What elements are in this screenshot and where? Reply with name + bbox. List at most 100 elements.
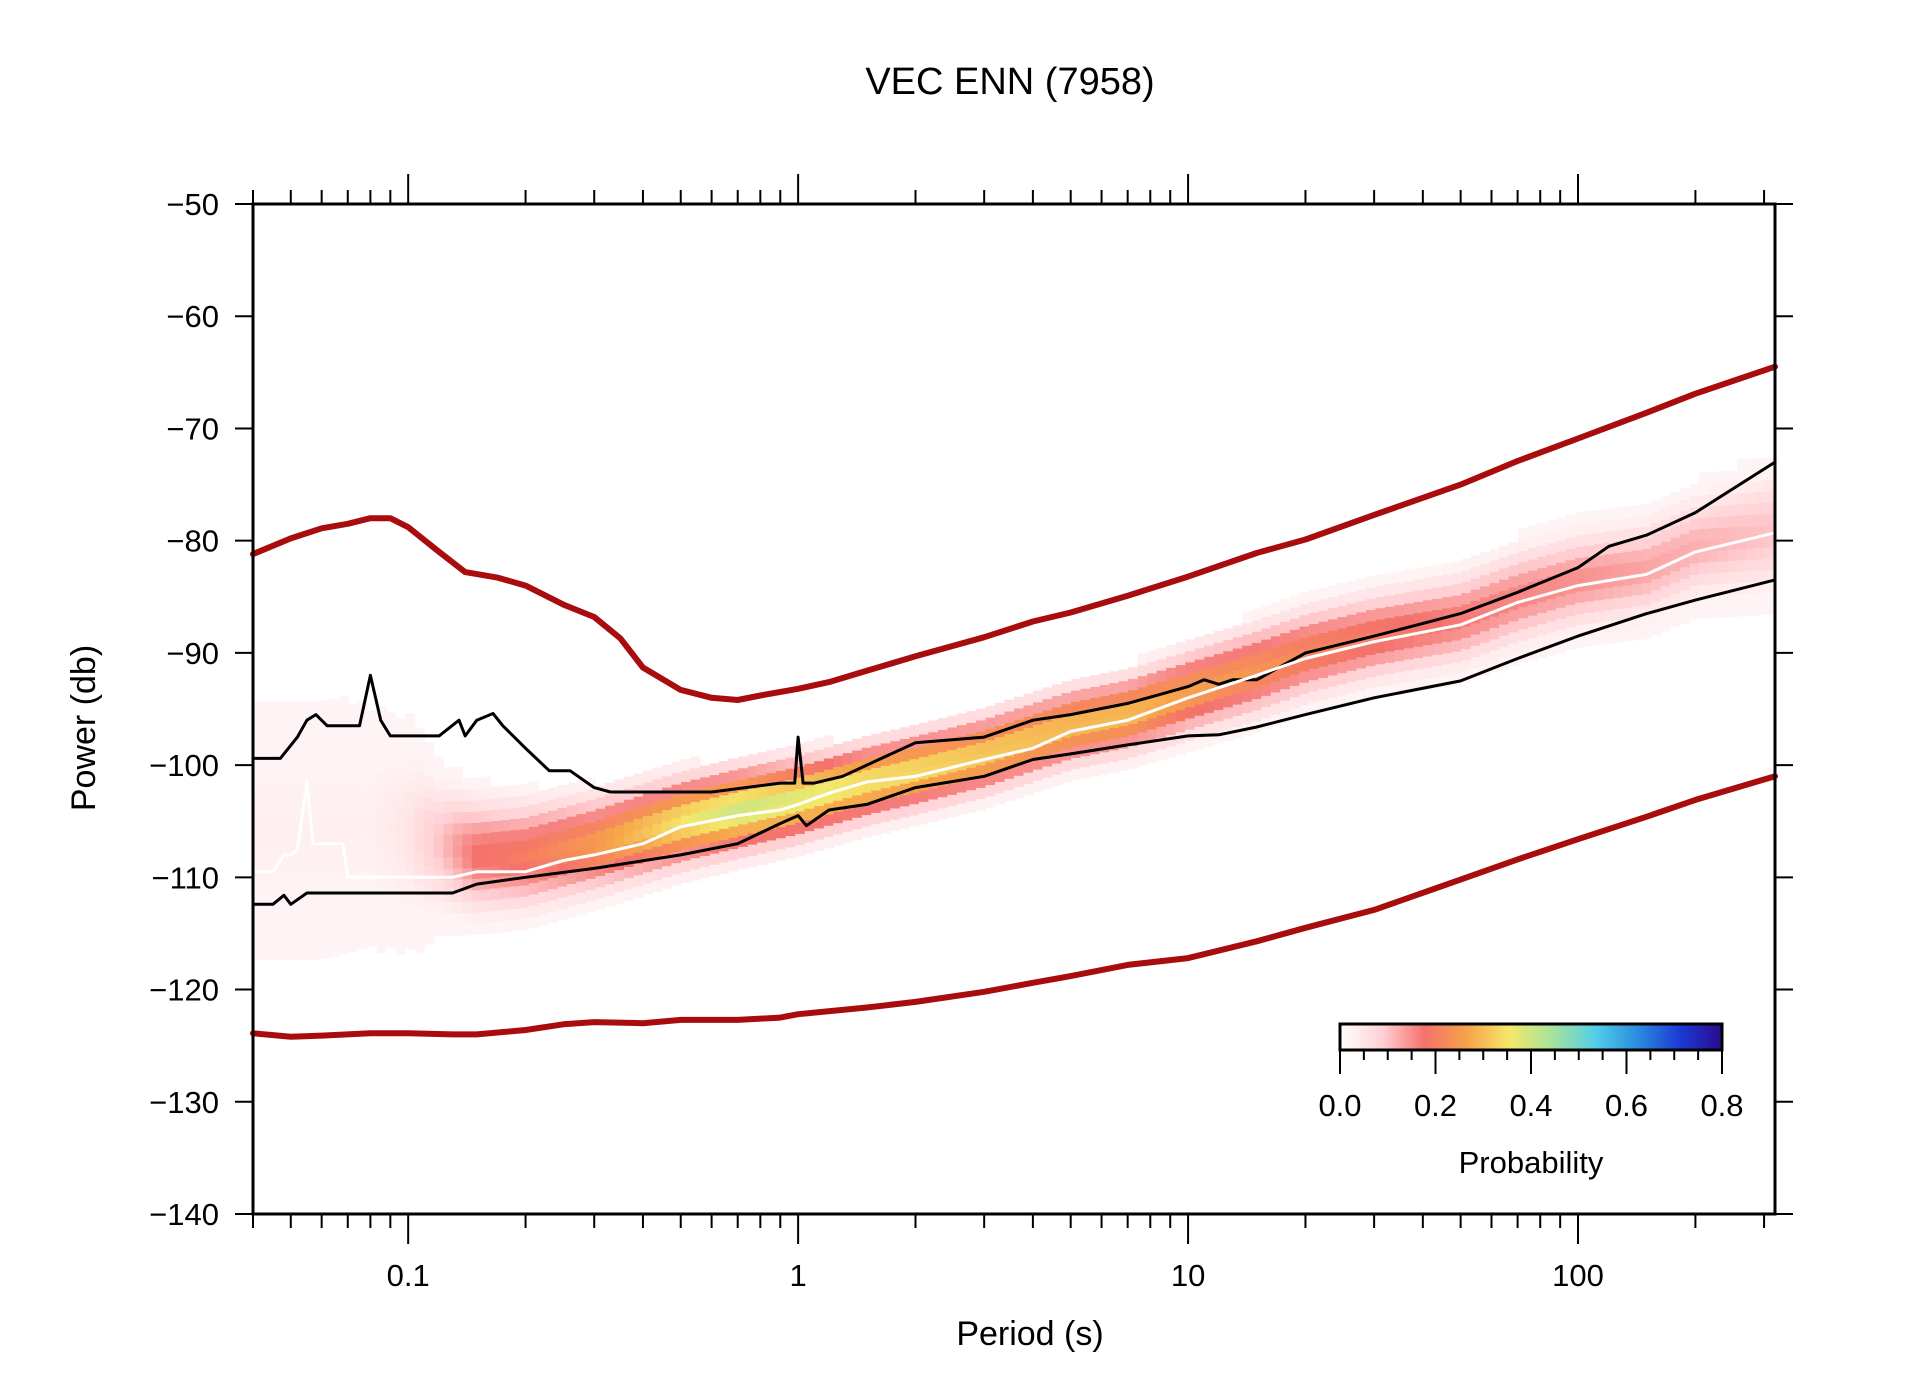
density-cell [795,844,806,857]
density-cell [1613,518,1624,531]
density-cell [1251,619,1262,632]
density-cell [1385,606,1396,618]
density-cell [1651,533,1662,546]
density-cell [1223,695,1234,708]
density-cell [300,869,311,882]
density-cell [253,835,264,848]
density-cell [1346,591,1357,604]
density-cell [1708,583,1719,596]
density-cell [1613,586,1624,598]
density-cell [310,869,321,882]
density-cell [272,903,283,915]
density-cell [386,801,397,814]
density-cell [1622,573,1633,586]
density-cell [595,796,606,809]
density-cell [1756,525,1767,537]
density-cell [357,791,368,804]
y-tick-label: −60 [166,299,219,334]
density-cell [1527,536,1538,549]
density-cell [348,917,359,930]
density-cell [1518,640,1529,652]
density-cell [262,936,273,949]
density-cell [1651,511,1662,523]
density-cell [376,817,387,830]
density-cell [1194,726,1205,739]
density-cell [281,869,292,882]
density-cell [1204,701,1215,713]
density-cell [728,792,739,805]
density-cell [1765,547,1776,559]
density-cell [1213,687,1224,699]
density-cell [1603,531,1614,543]
density-cell [1765,580,1776,593]
density-cell [557,874,568,887]
density-cell [1337,661,1348,674]
density-cell [1670,548,1681,561]
density-cell [281,880,292,893]
density-cell [1375,630,1386,642]
density-cell [671,795,682,807]
density-cell [405,713,416,725]
density-cell [329,765,340,778]
density-cell [357,769,368,782]
density-cell [823,757,834,770]
density-cell [310,757,321,770]
density-cell [1346,614,1357,626]
density-cell [338,908,349,921]
density-cell [1270,647,1281,659]
density-cell [1527,648,1538,661]
density-cell [605,816,616,829]
density-cell [300,903,311,915]
density-cell [348,726,359,739]
density-cell [386,734,397,747]
density-cell [1308,623,1319,636]
density-cell [1489,548,1500,561]
density-cell [357,904,368,916]
density-cell [814,783,825,795]
density-cell [1337,616,1348,629]
density-cell [852,738,863,751]
density-cell [310,903,321,915]
density-cell [785,824,796,837]
density-cell [966,789,977,802]
density-cell [519,896,530,908]
density-cell [766,761,777,774]
density-cell [1346,580,1357,593]
density-cell [1660,541,1671,553]
density-cell [1308,612,1319,625]
density-cell [338,920,349,932]
density-cell [443,879,454,892]
density-cell [1727,560,1738,573]
density-cell [776,826,787,839]
density-cell [1679,566,1690,579]
density-cell [1756,592,1767,605]
density-cell [1527,570,1538,582]
density-cell [519,806,530,819]
density-cell [1213,709,1224,722]
density-cell [823,825,834,838]
density-cell [1698,573,1709,585]
density-cell [386,712,397,724]
density-cell [1375,663,1386,676]
density-cell [785,745,796,758]
density-cell [985,739,996,752]
density-cell [1280,666,1291,678]
density-cell [624,832,635,845]
density-cell [1737,537,1748,550]
density-cell [1308,702,1319,714]
density-cell [1404,647,1415,660]
density-cell [1232,704,1243,716]
density-cell [814,816,825,829]
density-cell [776,848,787,861]
density-cell [690,801,701,814]
density-cell [1423,588,1434,601]
density-cell [785,835,796,848]
density-cell [823,791,834,804]
density-cell [376,784,387,796]
density-cell [1242,667,1253,680]
density-cell [719,850,730,863]
density-cell [624,888,635,901]
density-cell [1023,760,1034,773]
density-cell [395,920,406,933]
density-cell [1413,590,1424,602]
